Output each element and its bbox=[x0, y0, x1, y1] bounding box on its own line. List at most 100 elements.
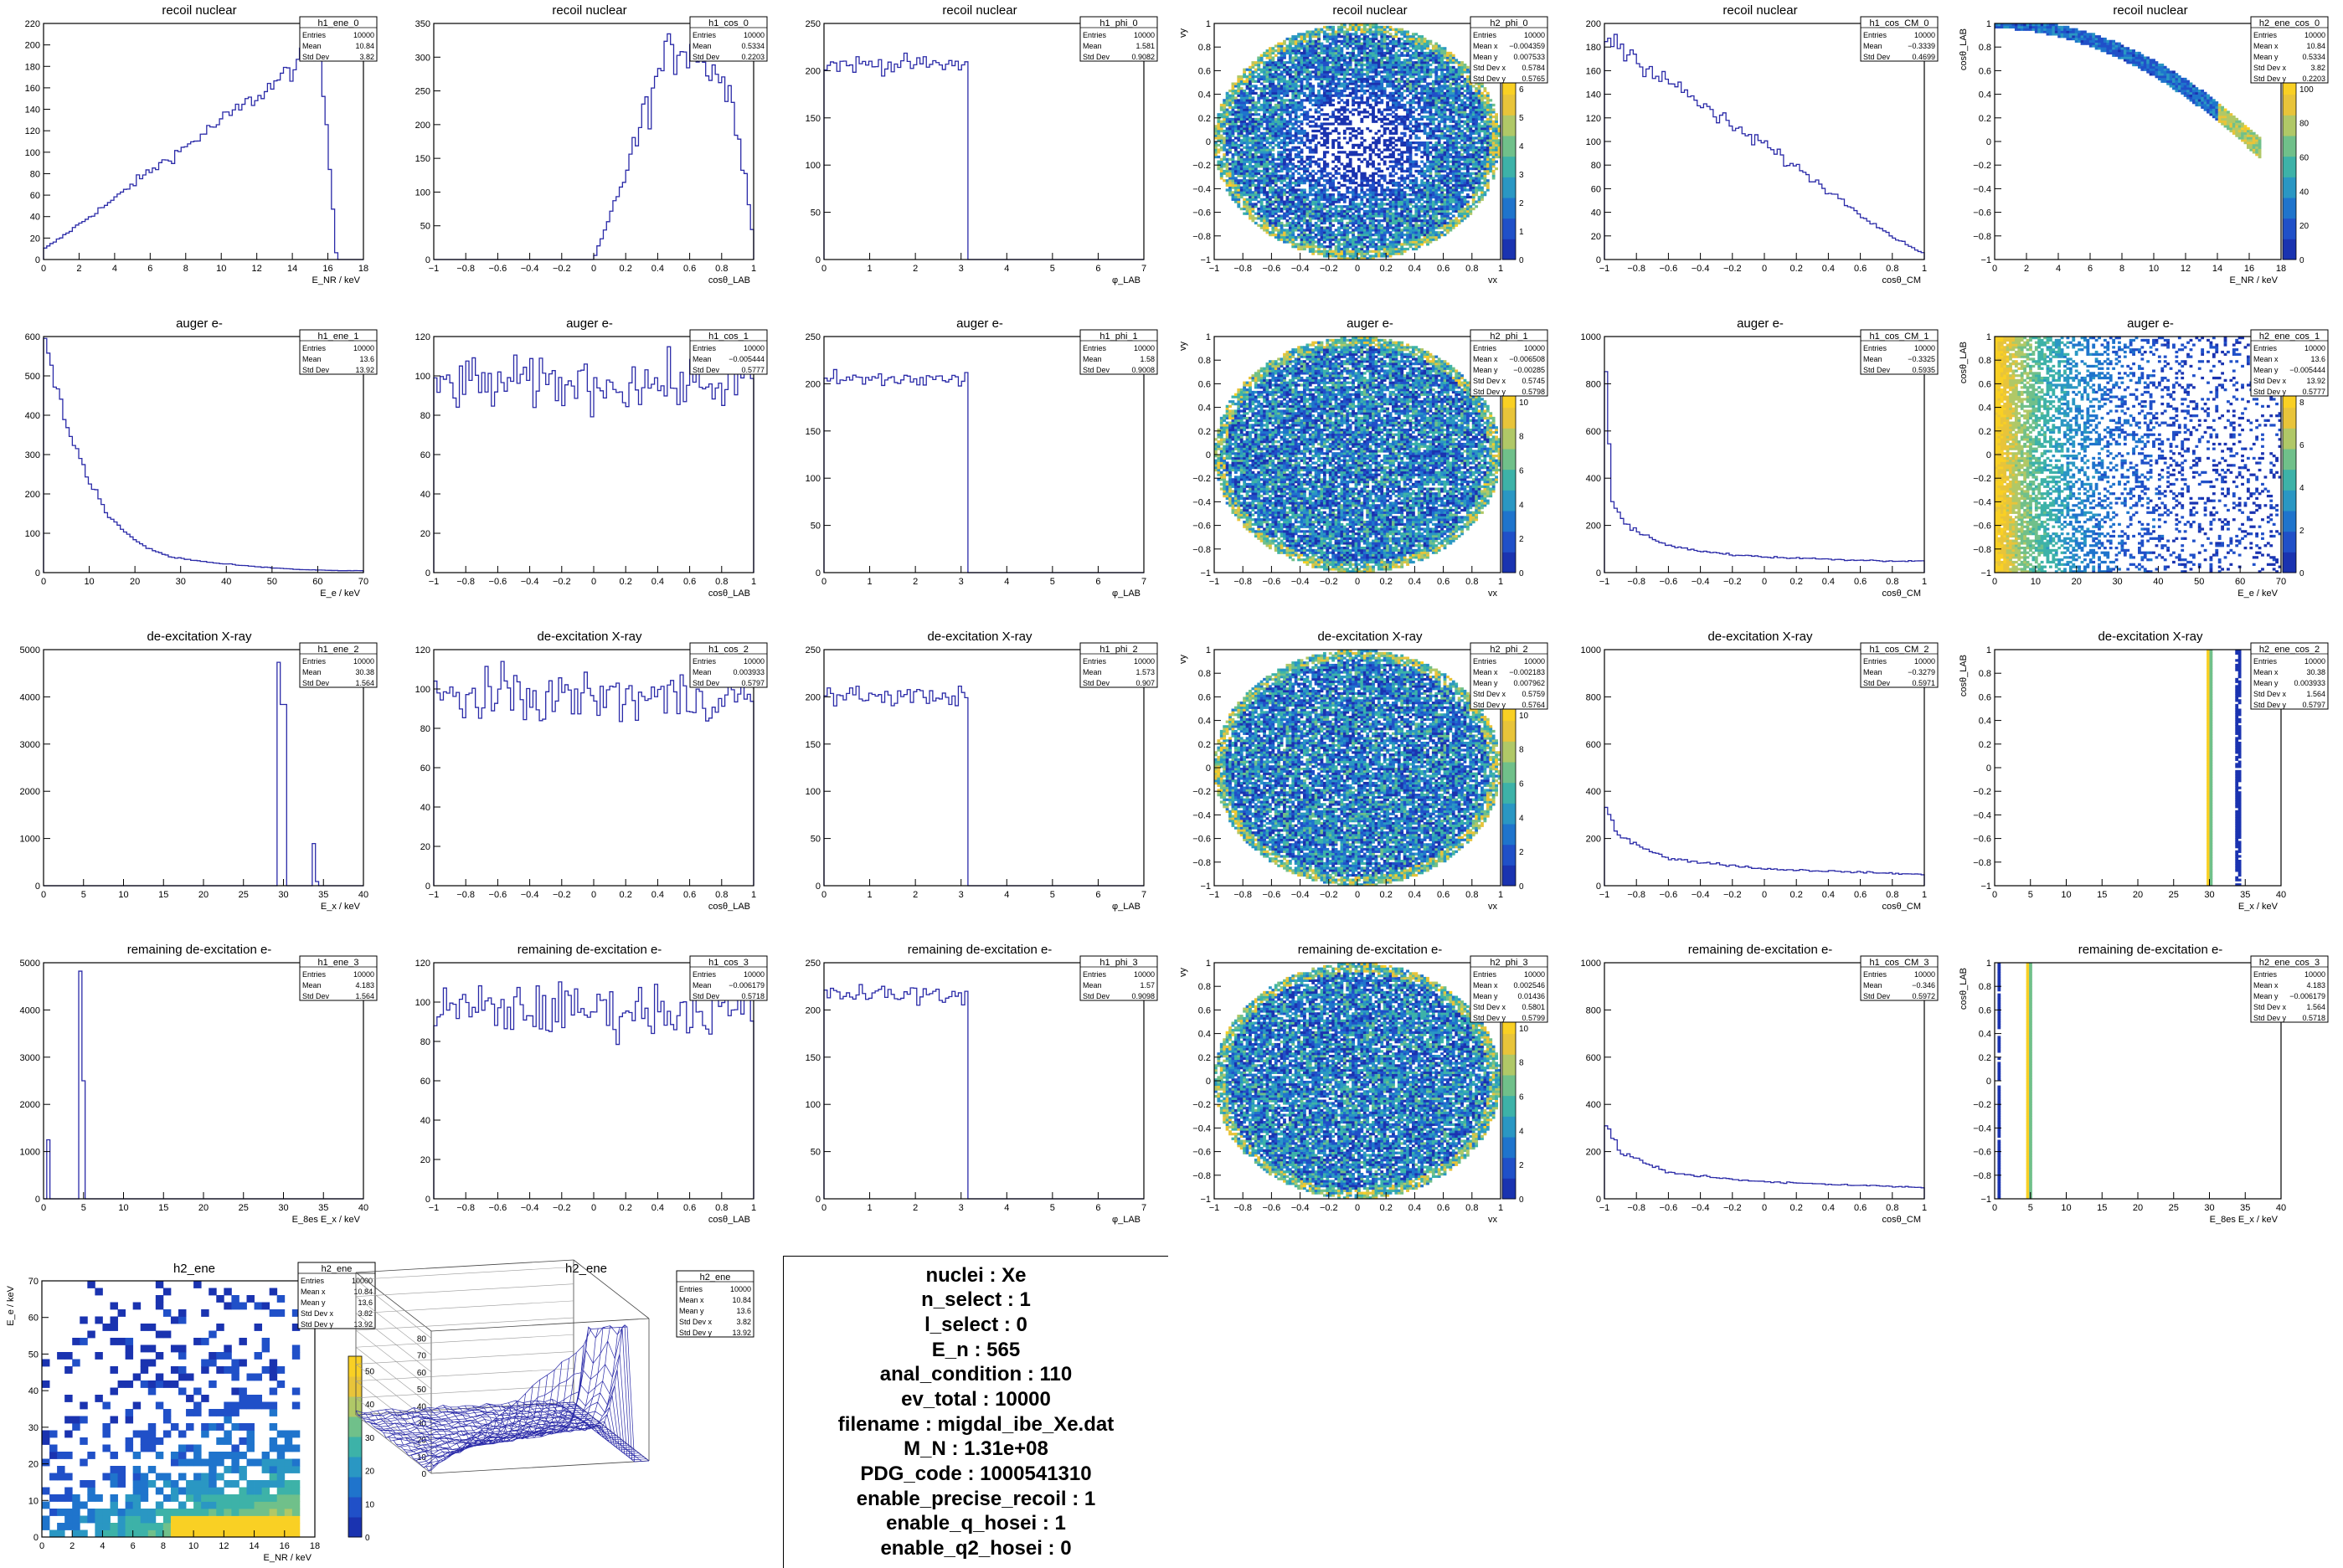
heatmap-cell bbox=[1288, 191, 1292, 194]
heatmap-cell bbox=[1357, 205, 1361, 208]
heatmap-cell bbox=[1311, 209, 1316, 213]
heatmap-cell bbox=[1357, 63, 1361, 67]
heatmap-cell bbox=[1288, 111, 1292, 114]
heatmap-cell bbox=[1423, 195, 1427, 199]
heatmap-cell bbox=[1305, 198, 1310, 201]
heatmap-cell bbox=[1326, 80, 1330, 83]
heatmap-cell bbox=[1243, 200, 1247, 203]
heatmap-cell bbox=[1397, 87, 1401, 90]
heatmap-cell bbox=[1257, 160, 1261, 163]
heatmap-cell bbox=[1408, 162, 1413, 166]
heatmap-cell bbox=[1322, 203, 1326, 206]
heatmap-cell bbox=[1400, 131, 1404, 135]
heatmap-cell bbox=[1283, 91, 1286, 95]
heatmap-cell bbox=[1308, 174, 1312, 177]
heatmap-cell bbox=[1328, 103, 1332, 107]
heatmap-cell bbox=[1354, 136, 1358, 140]
heatmap-cell bbox=[1268, 148, 1272, 152]
heatmap-cell bbox=[1354, 77, 1358, 81]
heatmap-cell bbox=[1308, 54, 1312, 57]
heatmap-cell bbox=[1300, 99, 1304, 102]
heatmap-cell bbox=[1406, 70, 1409, 74]
heatmap-cell bbox=[1237, 195, 1241, 199]
heatmap-cell bbox=[1300, 131, 1304, 135]
heatmap-cell bbox=[1366, 54, 1370, 57]
heatmap-cell bbox=[1314, 111, 1318, 114]
heatmap-cell bbox=[1251, 99, 1255, 102]
heatmap-cell bbox=[1357, 157, 1361, 161]
heatmap-cell bbox=[1420, 231, 1424, 234]
heatmap-cell bbox=[1271, 169, 1275, 173]
heatmap-cell bbox=[1217, 167, 1221, 171]
heatmap-cell bbox=[1374, 212, 1378, 215]
heatmap-cell bbox=[1311, 39, 1316, 43]
heatmap-cell bbox=[1249, 148, 1252, 152]
heatmap-cell bbox=[1251, 96, 1255, 100]
heatmap-cell bbox=[1251, 193, 1255, 197]
heatmap-cell bbox=[1354, 195, 1358, 199]
heatmap-cell bbox=[1357, 217, 1361, 220]
heatmap-cell bbox=[1414, 68, 1419, 71]
heatmap-cell bbox=[1414, 77, 1419, 81]
heatmap-cell bbox=[1231, 169, 1235, 173]
heatmap-cell bbox=[1265, 49, 1269, 53]
heatmap-cell bbox=[1420, 198, 1424, 201]
heatmap-cell bbox=[1423, 37, 1427, 41]
heatmap-cell bbox=[1397, 226, 1401, 229]
heatmap-cell bbox=[1423, 191, 1427, 194]
heatmap-cell bbox=[1334, 219, 1338, 223]
heatmap-cell bbox=[1374, 56, 1378, 59]
heatmap-cell bbox=[1259, 165, 1264, 168]
heatmap-cell bbox=[1374, 193, 1378, 197]
heatmap-cell bbox=[1340, 47, 1344, 50]
heatmap-cell bbox=[1257, 101, 1261, 105]
heatmap-cell bbox=[1400, 252, 1404, 255]
heatmap-cell bbox=[1366, 177, 1370, 180]
heatmap-cell bbox=[1429, 167, 1433, 171]
heatmap-cell bbox=[1265, 200, 1269, 203]
heatmap-cell bbox=[1348, 59, 1352, 62]
heatmap-cell bbox=[1277, 214, 1281, 218]
heatmap-cell bbox=[1251, 73, 1255, 76]
heatmap-cell bbox=[1291, 181, 1295, 185]
heatmap-cell bbox=[1300, 37, 1304, 41]
heatmap-cell bbox=[1254, 183, 1258, 187]
heatmap-cell bbox=[1308, 249, 1312, 253]
heatmap-cell bbox=[1408, 134, 1413, 137]
heatmap-cell bbox=[1297, 108, 1300, 111]
heatmap-cell bbox=[1326, 238, 1330, 241]
heatmap-cell bbox=[1314, 70, 1318, 74]
heatmap-cell bbox=[1228, 101, 1232, 105]
heatmap-cell bbox=[1426, 136, 1429, 140]
heatmap-cell bbox=[1346, 127, 1350, 131]
heatmap-cell bbox=[1231, 131, 1235, 135]
heatmap-cell bbox=[1434, 235, 1439, 239]
heatmap-cell bbox=[1392, 249, 1395, 253]
heatmap-cell bbox=[1394, 165, 1398, 168]
heatmap-cell bbox=[1366, 217, 1370, 220]
heatmap-cell bbox=[1434, 191, 1439, 194]
heatmap-cell bbox=[1320, 94, 1324, 97]
heatmap-cell bbox=[1219, 129, 1223, 133]
heatmap-cell bbox=[1408, 68, 1413, 71]
heatmap-cell bbox=[1259, 160, 1264, 163]
heatmap-cell bbox=[1354, 35, 1358, 39]
heatmap-cell bbox=[1383, 219, 1387, 223]
heatmap-cell bbox=[1360, 235, 1364, 239]
heatmap-cell bbox=[1334, 65, 1338, 69]
heatmap-cell bbox=[1408, 111, 1413, 114]
heatmap-cell bbox=[1414, 231, 1419, 234]
heatmap-cell bbox=[1340, 51, 1344, 55]
heatmap-cell bbox=[1285, 214, 1290, 218]
heatmap-cell bbox=[1277, 96, 1281, 100]
heatmap-cell bbox=[1360, 70, 1364, 74]
heatmap-cell bbox=[1285, 103, 1290, 107]
heatmap-cell bbox=[1300, 198, 1304, 201]
heatmap-cell bbox=[1239, 179, 1244, 183]
heatmap-cell bbox=[1434, 174, 1439, 177]
heatmap-cell bbox=[1366, 65, 1370, 69]
heatmap-cell bbox=[1322, 191, 1326, 194]
heatmap-cell bbox=[1420, 68, 1424, 71]
heatmap-cell bbox=[1322, 77, 1326, 81]
heatmap-cell bbox=[1305, 134, 1310, 137]
